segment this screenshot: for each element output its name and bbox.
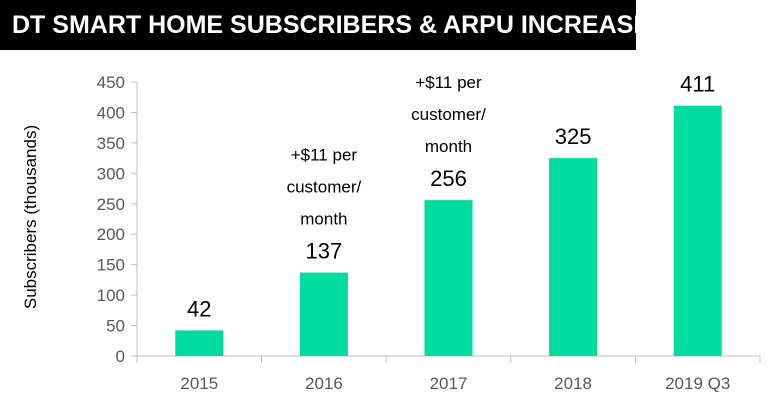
data-label: 411 bbox=[680, 72, 715, 97]
y-tick-label: 250 bbox=[97, 195, 125, 214]
annotation-line: +$11 per bbox=[291, 146, 358, 165]
y-tick-label: 0 bbox=[116, 347, 125, 366]
y-tick-label: 100 bbox=[97, 286, 125, 305]
x-tick-label: 2018 bbox=[554, 374, 592, 393]
y-tick-label: 50 bbox=[106, 317, 125, 336]
bar bbox=[175, 330, 224, 356]
bar bbox=[673, 105, 722, 356]
annotations: +$11 per customer/month +$11 per customer/m… bbox=[287, 73, 487, 228]
x-tick-label: 2015 bbox=[180, 374, 218, 393]
annotation-line: month bbox=[300, 210, 347, 229]
y-tick-label: 350 bbox=[97, 134, 125, 153]
chart-title: DT SMART HOME SUBSCRIBERS & ARPU INCREAS… bbox=[0, 0, 650, 50]
bar bbox=[549, 158, 598, 356]
bar bbox=[299, 272, 348, 356]
y-tick-label: 450 bbox=[97, 73, 125, 92]
data-labels: 42 137 256 325 411 bbox=[187, 72, 715, 322]
y-tick-label: 300 bbox=[97, 164, 125, 183]
data-label: 137 bbox=[306, 239, 343, 264]
y-axis: 0 50 100 150 200 250 300 350 400 450 bbox=[97, 73, 138, 366]
bars bbox=[175, 105, 722, 356]
annotation-line: customer/ bbox=[411, 105, 486, 124]
annotation-line: +$11 per bbox=[415, 73, 482, 92]
x-tick-label: 2017 bbox=[430, 374, 468, 393]
data-label: 325 bbox=[555, 124, 592, 149]
y-axis-label: Subscribers (thousands) bbox=[21, 125, 40, 309]
annotation-line: customer/ bbox=[287, 178, 362, 197]
x-axis: 2015 2016 2017 2018 2019 Q3 bbox=[136, 355, 761, 393]
y-tick-label: 150 bbox=[97, 256, 125, 275]
y-tick-label: 200 bbox=[97, 225, 125, 244]
data-label: 42 bbox=[187, 296, 211, 321]
x-tick-label: 2016 bbox=[305, 374, 343, 393]
bar bbox=[424, 200, 473, 356]
annotation-line: month bbox=[425, 137, 472, 156]
data-label: 256 bbox=[430, 166, 467, 191]
y-tick-label: 400 bbox=[97, 103, 125, 122]
x-tick-label: 2019 Q3 bbox=[665, 374, 730, 393]
